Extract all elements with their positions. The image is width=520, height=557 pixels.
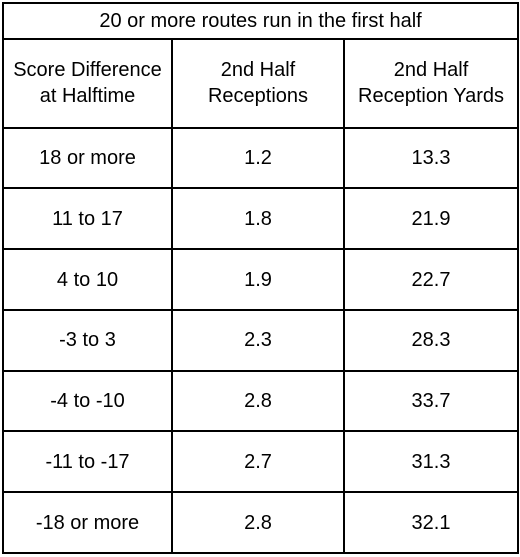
table-row: 11 to 17 1.8 21.9 <box>2 187 520 251</box>
cell-score-difference: -3 to 3 <box>2 308 173 372</box>
table-title: 20 or more routes run in the first half <box>1 1 520 41</box>
cell-reception-yards: 22.7 <box>342 248 520 311</box>
table-row: 4 to 10 1.9 22.7 <box>2 248 520 311</box>
cell-score-difference: -18 or more <box>2 491 173 554</box>
cell-receptions: 2.7 <box>171 430 345 494</box>
table-row: -3 to 3 2.3 28.3 <box>2 308 520 372</box>
cell-receptions: 2.8 <box>171 369 345 433</box>
table-header-row: Score Difference at Halftime 2nd Half Re… <box>2 38 520 129</box>
table-row: -18 or more 2.8 32.1 <box>2 491 520 554</box>
cell-receptions: 2.8 <box>171 491 345 554</box>
cell-reception-yards: 31.3 <box>342 430 520 494</box>
cell-reception-yards: 32.1 <box>342 491 520 554</box>
table-row: 18 or more 1.2 13.3 <box>2 126 520 190</box>
cell-receptions: 1.9 <box>171 248 345 311</box>
cell-score-difference: 11 to 17 <box>2 187 173 251</box>
header-score-difference: Score Difference at Halftime <box>2 38 173 129</box>
header-reception-yards: 2nd Half Reception Yards <box>342 38 520 129</box>
table-row: -4 to -10 2.8 33.7 <box>2 369 520 433</box>
cell-receptions: 2.3 <box>171 308 345 372</box>
cell-reception-yards: 21.9 <box>342 187 520 251</box>
cell-score-difference: 18 or more <box>2 126 173 190</box>
cell-receptions: 1.2 <box>171 126 345 190</box>
table-title-row: 20 or more routes run in the first half <box>1 1 520 41</box>
table-row: -11 to -17 2.7 31.3 <box>2 430 520 494</box>
cell-reception-yards: 13.3 <box>342 126 520 190</box>
cell-score-difference: -11 to -17 <box>2 430 173 494</box>
cell-receptions: 1.8 <box>171 187 345 251</box>
cell-score-difference: -4 to -10 <box>2 369 173 433</box>
cell-score-difference: 4 to 10 <box>2 248 173 311</box>
cell-reception-yards: 28.3 <box>342 308 520 372</box>
header-receptions: 2nd Half Receptions <box>171 38 345 129</box>
cell-reception-yards: 33.7 <box>342 369 520 433</box>
